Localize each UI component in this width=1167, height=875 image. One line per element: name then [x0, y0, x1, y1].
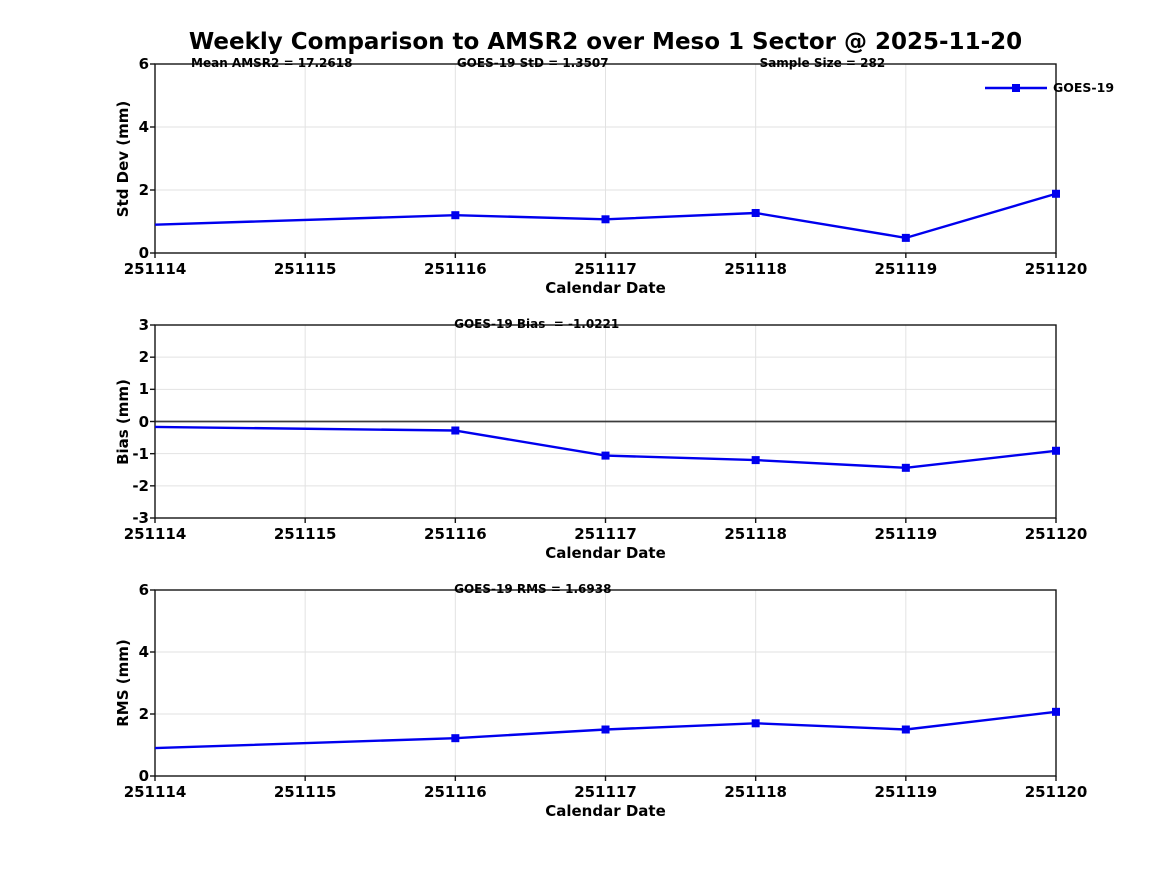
- x-tick-label: 251116: [424, 260, 487, 278]
- annotation-mean-amsr2: Mean AMSR2 = 17.2618: [191, 56, 353, 70]
- data-point-marker: [601, 725, 610, 734]
- data-point-marker: [451, 211, 460, 220]
- x-axis-label-bias: Calendar Date: [545, 544, 666, 562]
- annotation-sample-size: Sample Size = 282: [759, 56, 886, 70]
- chart-title: Weekly Comparison to AMSR2 over Meso 1 S…: [188, 29, 1023, 55]
- x-tick-label: 251116: [424, 783, 487, 801]
- y-tick-label: -1: [132, 444, 149, 463]
- y-tick-label: 0: [138, 767, 149, 785]
- x-tick-label: 251116: [424, 525, 487, 543]
- series-line: [154, 192, 1057, 240]
- y-tick-label: 6: [138, 581, 149, 599]
- annotation-goes19-bias: GOES-19 Bias = -1.0221: [454, 317, 620, 331]
- legend: GOES-19: [984, 80, 1114, 95]
- x-tick-label: 251119: [874, 260, 938, 278]
- series-line: [154, 425, 1057, 470]
- series-line: [154, 710, 1057, 750]
- x-tick-label: 251115: [273, 525, 337, 543]
- x-tick-label: 251115: [273, 783, 337, 801]
- y-tick-label: 1: [138, 380, 149, 399]
- x-tick-label: 251120: [1024, 260, 1088, 278]
- x-tick-label: 251114: [123, 260, 187, 278]
- data-point-marker: [451, 734, 460, 743]
- y-tick-label: 0: [138, 412, 149, 431]
- x-tick-label: 251120: [1024, 525, 1088, 543]
- x-tick-label: 251119: [874, 783, 938, 801]
- x-tick-label: 251118: [724, 260, 787, 278]
- x-tick-label: 251114: [123, 783, 187, 801]
- data-point-marker: [601, 215, 610, 224]
- data-point-marker: [601, 451, 610, 460]
- x-axis-label-rms: Calendar Date: [545, 802, 666, 820]
- y-tick-label: 2: [138, 181, 149, 199]
- annotation-goes19-rms: GOES-19 RMS = 1.6938: [454, 582, 612, 596]
- y-tick-label: -3: [132, 509, 149, 527]
- x-tick-label: 251119: [874, 525, 938, 543]
- y-tick-label: 2: [138, 348, 149, 367]
- data-point-marker: [901, 233, 910, 242]
- data-point-marker: [1052, 446, 1060, 455]
- x-tick-label: 251115: [273, 260, 337, 278]
- data-point-marker: [901, 463, 910, 472]
- x-tick-label: 251117: [574, 260, 637, 278]
- legend-line-icon: [985, 83, 1047, 92]
- legend-label: GOES-19: [1053, 80, 1115, 95]
- y-tick-label: 6: [138, 55, 149, 73]
- x-tick-label: 251117: [574, 525, 637, 543]
- y-tick-label: 4: [138, 643, 149, 661]
- x-tick-label: 251118: [724, 783, 787, 801]
- data-point-marker: [751, 456, 760, 465]
- data-point-marker: [751, 719, 760, 728]
- legend-marker-sample: [1012, 83, 1020, 92]
- y-tick-label: -2: [132, 476, 149, 495]
- data-point-marker: [751, 208, 760, 217]
- x-tick-label: 251117: [574, 783, 637, 801]
- y-tick-label: 4: [138, 118, 149, 136]
- data-point-marker: [1052, 189, 1060, 198]
- y-tick-label: 2: [138, 705, 149, 723]
- x-tick-label: 251114: [123, 525, 187, 543]
- annotation-goes19-std: GOES-19 StD = 1.3507: [456, 56, 609, 70]
- y-tick-label: 3: [138, 316, 149, 334]
- data-point-marker: [901, 725, 910, 734]
- x-tick-label: 251120: [1024, 783, 1088, 801]
- x-axis-label-stddev: Calendar Date: [545, 279, 666, 297]
- data-point-marker: [451, 426, 460, 435]
- x-tick-label: 251118: [724, 525, 787, 543]
- y-tick-label: 0: [138, 244, 149, 262]
- data-point-marker: [1052, 707, 1060, 716]
